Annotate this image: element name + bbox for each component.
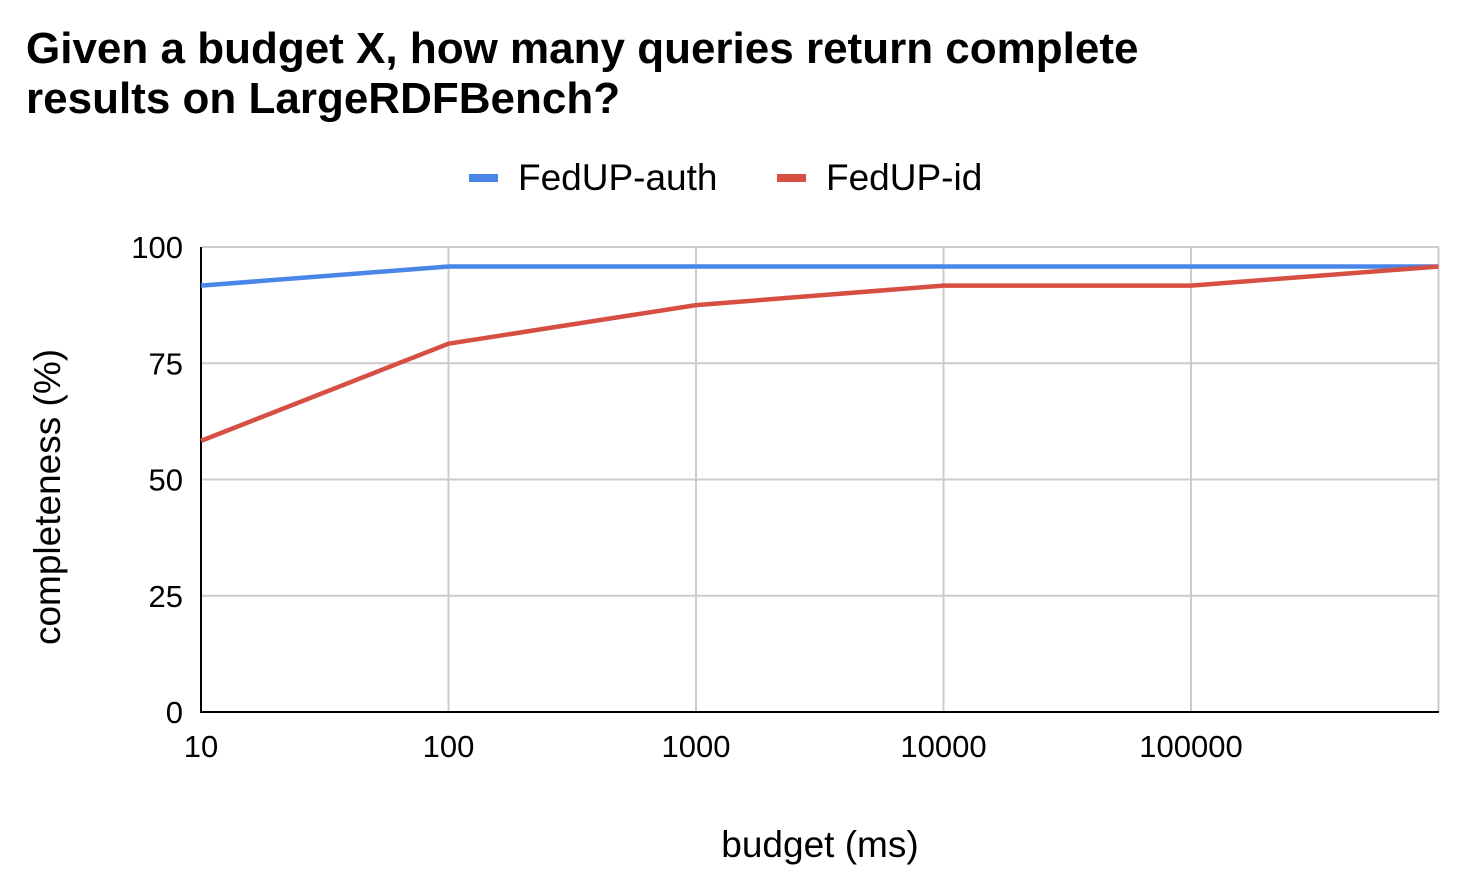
series-line-fedup-auth	[200, 264, 1439, 288]
chart-title: Given a budget X, how many queries retur…	[26, 24, 1426, 124]
x-tick-label: 100000	[1139, 729, 1242, 764]
chart-title-line-2: results on LargeRDFBench?	[26, 74, 621, 123]
y-tick-label: 75	[149, 346, 183, 381]
legend-swatch-fedup-auth	[469, 174, 498, 182]
legend-label-fedup-auth: FedUP-auth	[518, 157, 718, 198]
y-tick-label: 25	[149, 579, 183, 614]
legend-swatch-fedup-id	[777, 174, 806, 182]
x-tick-label: 100	[423, 729, 475, 764]
tick-labels: 0 25 50 75 100 10 100 1000 10000 100000	[131, 230, 1242, 764]
y-tick-label: 0	[166, 695, 183, 730]
chart-title-line-1: Given a budget X, how many queries retur…	[26, 24, 1139, 73]
legend: FedUP-auth FedUP-id	[469, 157, 982, 198]
y-axis-title: completeness (%)	[27, 349, 68, 645]
series-line-fedup-id	[200, 264, 1439, 443]
x-tick-label: 10000	[900, 729, 986, 764]
y-tick-label: 50	[149, 463, 183, 498]
x-axis-title: budget (ms)	[721, 824, 918, 865]
series-lines	[200, 264, 1439, 443]
y-tick-label: 100	[131, 230, 183, 265]
gridlines	[201, 246, 1440, 712]
legend-label-fedup-id: FedUP-id	[826, 157, 982, 198]
x-tick-label: 1000	[662, 729, 731, 764]
axes	[200, 247, 1439, 713]
x-tick-label: 10	[184, 729, 218, 764]
